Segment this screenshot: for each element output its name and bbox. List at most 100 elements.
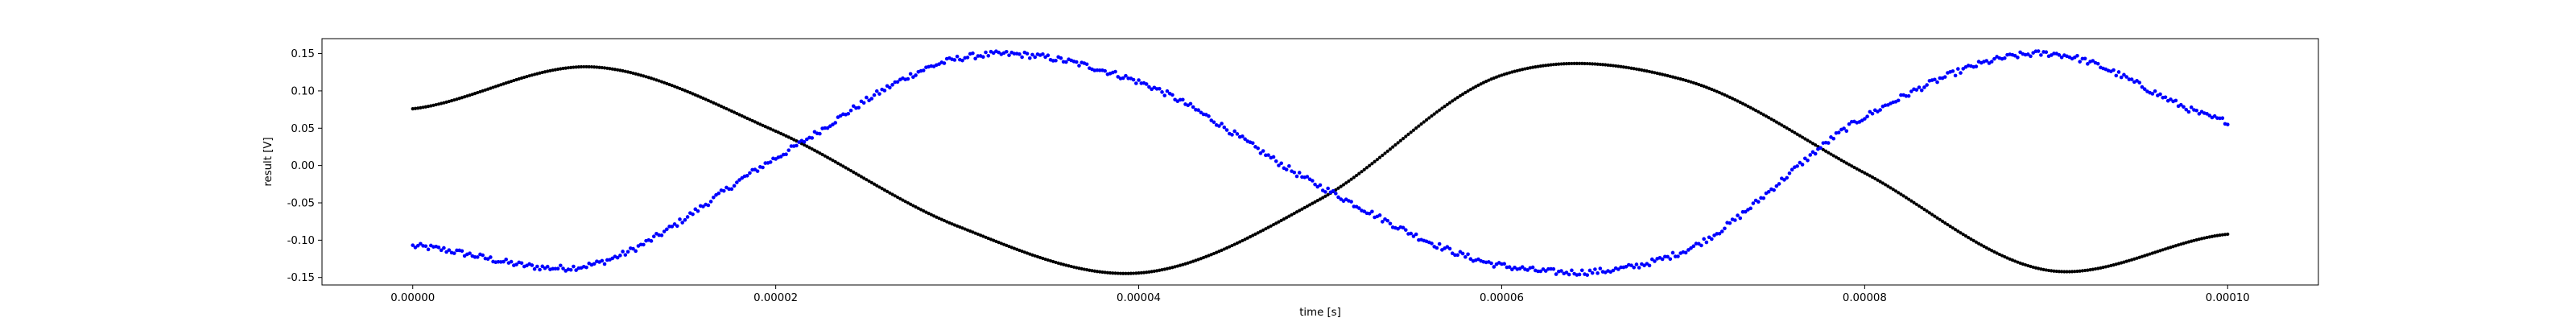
series-1-point xyxy=(1808,153,1813,157)
series-0-point xyxy=(2107,264,2111,268)
series-0-point xyxy=(719,105,724,109)
series-1-point xyxy=(1538,269,1543,274)
series-1-point xyxy=(1909,89,1913,93)
series-1-point xyxy=(1447,246,1452,251)
series-0-point xyxy=(1054,260,1058,265)
series-0-point xyxy=(1759,111,1763,115)
series-0-point xyxy=(616,68,620,72)
series-0-point xyxy=(2179,242,2183,246)
series-0-point xyxy=(1564,62,1569,66)
series-0-point xyxy=(901,198,905,202)
series-0-point xyxy=(2073,270,2077,274)
series-0-point xyxy=(548,68,552,72)
series-0-point xyxy=(916,206,920,210)
series-0-point xyxy=(491,85,495,89)
series-0-point xyxy=(1697,82,1701,87)
series-0-point xyxy=(452,98,456,102)
series-0-point xyxy=(1217,250,1221,254)
series-0-point xyxy=(823,154,827,158)
series-0-point xyxy=(898,196,902,200)
series-0-point xyxy=(610,67,614,71)
series-0-point xyxy=(1256,231,1260,235)
series-0-point xyxy=(559,67,563,71)
series-0-point xyxy=(704,97,708,101)
series-0-point xyxy=(1715,89,1719,93)
y-tick-label-2: -0.05 xyxy=(287,198,315,210)
series-0-point xyxy=(828,157,832,161)
series-1-point xyxy=(1777,182,1781,186)
series-1-point xyxy=(2080,56,2085,61)
series-1-point xyxy=(1162,93,1167,97)
series-1-point xyxy=(1596,271,1600,275)
series-1-point xyxy=(2114,73,2119,78)
series-0-point xyxy=(2127,258,2131,262)
series-1-point xyxy=(1284,167,1289,171)
series-1-point xyxy=(1564,270,1569,275)
series-1-point xyxy=(1212,120,1216,125)
series-0-point xyxy=(522,75,526,80)
series-1-point xyxy=(1004,49,1009,54)
series-0-point xyxy=(1377,155,1382,159)
series-0-point xyxy=(1580,61,1584,66)
series-1-point xyxy=(2153,89,2157,93)
series-1-point xyxy=(997,50,1001,55)
series-0-point xyxy=(631,71,635,76)
series-0-point xyxy=(1007,245,1011,249)
series-0-point xyxy=(670,84,674,88)
series-0-point xyxy=(919,208,923,212)
series-0-point xyxy=(1048,258,1053,263)
series-0-point xyxy=(2213,234,2217,238)
series-0-point xyxy=(1321,196,1325,200)
series-0-point xyxy=(1967,236,1971,240)
series-0-point xyxy=(1232,242,1236,246)
series-1-point xyxy=(1331,188,1335,193)
x-tick-label-4: 0.00008 xyxy=(1843,292,1887,304)
series-1-point xyxy=(553,266,558,271)
series-1-point xyxy=(877,92,881,96)
series-0-point xyxy=(971,230,975,234)
series-1-point xyxy=(568,267,573,272)
series-1-point xyxy=(1196,108,1200,113)
series-1-point xyxy=(1084,62,1089,67)
series-0-point xyxy=(1051,259,1055,264)
series-0-point xyxy=(1471,86,1476,90)
series-1-point xyxy=(1113,69,1117,74)
series-0-point xyxy=(1059,262,1063,266)
series-1-point xyxy=(519,261,524,266)
series-0-point xyxy=(1865,172,1869,176)
series-1-point xyxy=(729,187,734,192)
series-1-point xyxy=(1699,243,1703,248)
series-0-point xyxy=(1546,63,1550,67)
series-0-point xyxy=(865,178,869,182)
series-0-point xyxy=(1150,270,1154,274)
series-1-point xyxy=(1188,101,1193,106)
series-0-point xyxy=(1678,77,1682,81)
series-0-point xyxy=(1922,208,1926,212)
series-0-point xyxy=(1733,97,1737,102)
series-0-point xyxy=(1746,104,1750,109)
series-1-point xyxy=(965,56,970,60)
series-0-point xyxy=(1311,201,1315,205)
series-1-point xyxy=(706,203,711,208)
series-1-point xyxy=(1235,132,1240,136)
series-0-point xyxy=(2153,250,2157,254)
series-0-point xyxy=(665,81,669,85)
series-0-point xyxy=(714,102,718,106)
series-0-point xyxy=(1837,157,1841,161)
series-1-point xyxy=(1740,209,1745,214)
series-1-point xyxy=(1551,266,1556,271)
series-1-point xyxy=(1904,94,1909,98)
series-1-point xyxy=(1541,267,1546,271)
series-0-point xyxy=(1251,233,1255,237)
series-0-point xyxy=(758,122,762,126)
series-0-point xyxy=(2078,269,2082,273)
series-1-point xyxy=(1772,188,1776,192)
series-0-point xyxy=(587,64,591,69)
series-1-point xyxy=(1637,266,1641,270)
series-1-point xyxy=(1842,126,1846,130)
series-0-point xyxy=(2124,259,2128,263)
series-0-point xyxy=(2075,269,2079,274)
series-0-point xyxy=(1767,116,1771,120)
series-0-point xyxy=(1717,90,1722,95)
series-0-point xyxy=(1018,248,1022,253)
